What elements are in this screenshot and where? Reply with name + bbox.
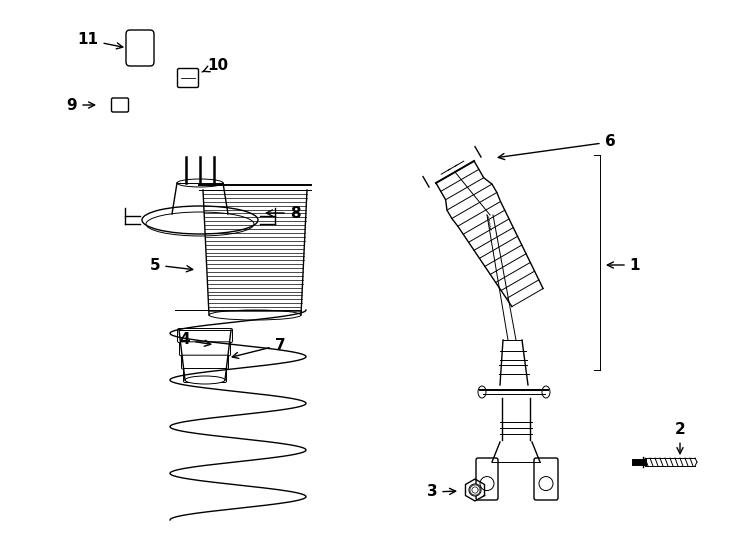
Text: 5: 5 <box>150 258 193 273</box>
FancyBboxPatch shape <box>178 69 198 87</box>
Circle shape <box>539 477 553 490</box>
FancyBboxPatch shape <box>180 342 230 356</box>
Text: 2: 2 <box>675 422 686 454</box>
Circle shape <box>469 484 481 496</box>
Text: 11: 11 <box>78 32 123 49</box>
FancyBboxPatch shape <box>184 368 227 382</box>
FancyBboxPatch shape <box>112 98 128 112</box>
Text: 7: 7 <box>232 338 286 359</box>
Text: 6: 6 <box>498 134 615 160</box>
FancyBboxPatch shape <box>476 458 498 500</box>
Text: 10: 10 <box>202 57 228 72</box>
Circle shape <box>480 477 494 490</box>
FancyBboxPatch shape <box>178 328 233 342</box>
FancyBboxPatch shape <box>181 355 228 369</box>
Text: 9: 9 <box>67 98 95 112</box>
FancyBboxPatch shape <box>534 458 558 500</box>
Ellipse shape <box>542 386 550 398</box>
Ellipse shape <box>142 206 258 234</box>
FancyBboxPatch shape <box>126 30 154 66</box>
Text: 4: 4 <box>180 333 211 348</box>
Ellipse shape <box>177 179 223 187</box>
Ellipse shape <box>478 386 486 398</box>
Text: 1: 1 <box>607 258 640 273</box>
Ellipse shape <box>185 376 225 384</box>
Text: 3: 3 <box>426 484 456 500</box>
Ellipse shape <box>209 310 301 320</box>
Text: 8: 8 <box>266 206 300 220</box>
